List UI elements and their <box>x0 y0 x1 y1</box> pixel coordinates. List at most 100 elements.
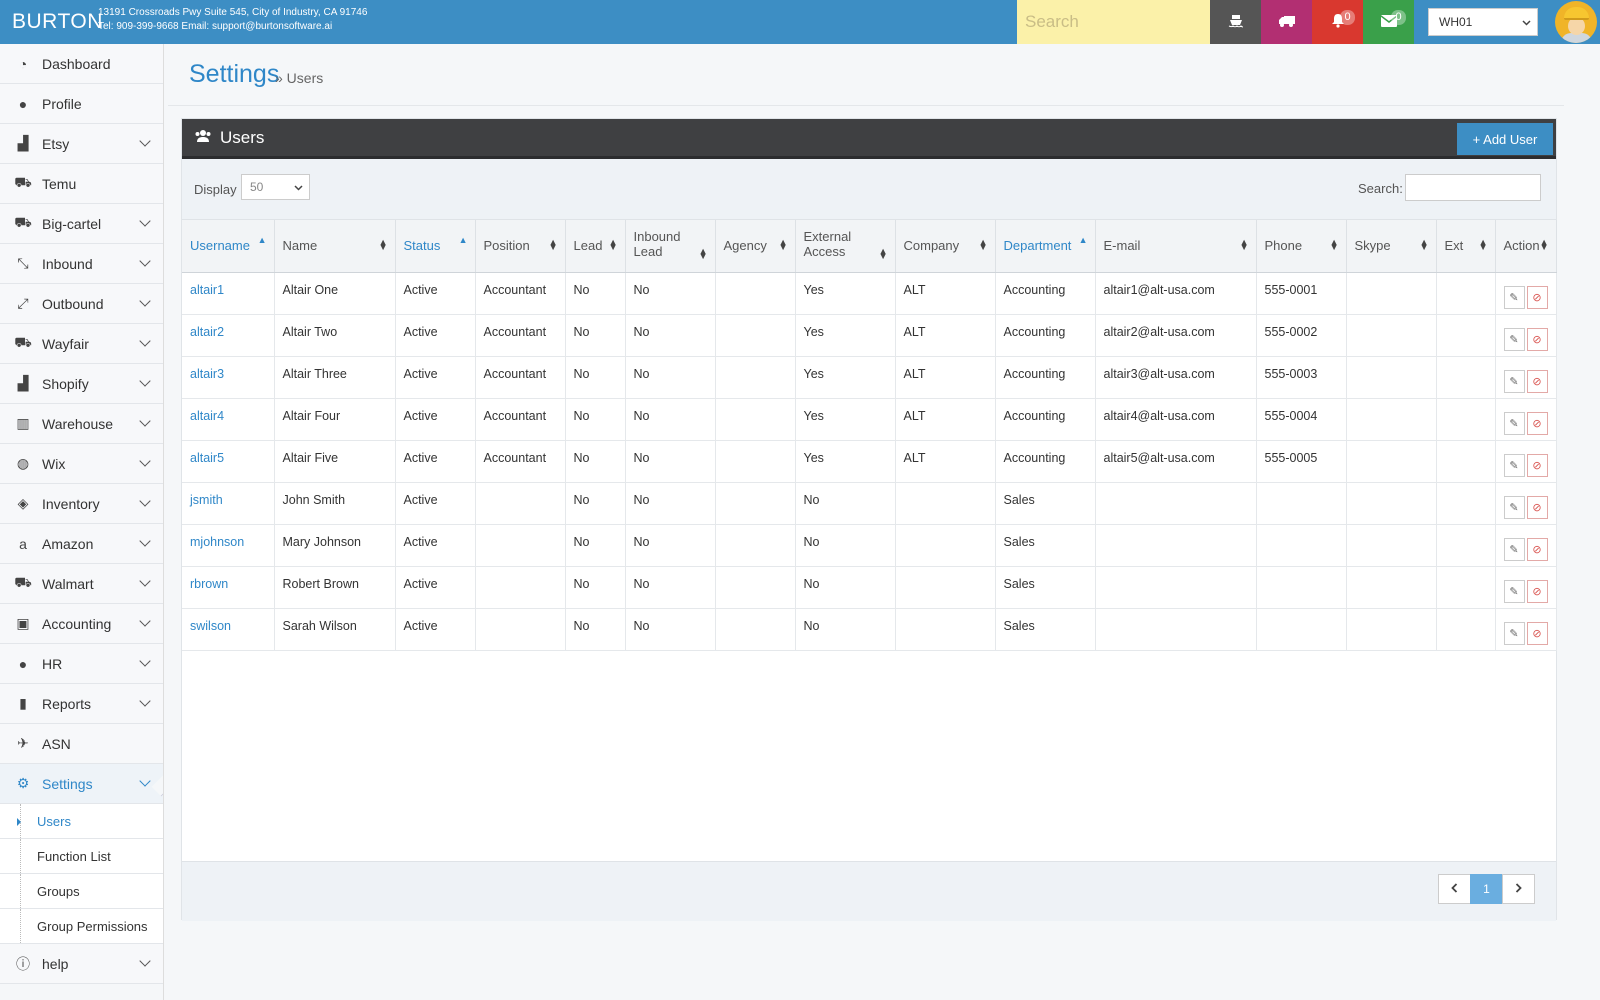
sidebar-item-inventory[interactable]: ◈ Inventory <box>0 484 163 524</box>
cell-username[interactable]: altair2 <box>182 314 275 357</box>
column-header-status[interactable]: Status ▲ <box>395 220 476 273</box>
sidebar-item-reports[interactable]: ▮ Reports <box>0 684 163 724</box>
column-header-agency[interactable]: Agency ▲ ▼ <box>715 220 796 273</box>
cell-inbound-lead: No <box>625 440 716 483</box>
sort-icon: ▲ ▼ <box>1478 237 1488 252</box>
sidebar-item-hr[interactable]: ● HR <box>0 644 163 684</box>
column-header-company[interactable]: Company ▲ ▼ <box>895 220 996 273</box>
sidebar-item-inbound[interactable]: ⤡ Inbound <box>0 244 163 284</box>
cell-email <box>1095 566 1257 609</box>
cell-department: Accounting <box>995 398 1096 441</box>
sidebar-item-dashboard[interactable]: ◔ Dashboard <box>0 44 163 84</box>
disable-button[interactable]: ⊘ <box>1526 579 1548 603</box>
global-search-input[interactable] <box>1025 12 1210 32</box>
disable-button[interactable]: ⊘ <box>1526 495 1548 519</box>
global-search[interactable] <box>1017 0 1210 44</box>
edit-button[interactable]: ✎ <box>1503 327 1525 351</box>
edit-button[interactable]: ✎ <box>1503 285 1525 309</box>
column-header-phone[interactable]: Phone ▲ ▼ <box>1256 220 1347 273</box>
cell-username[interactable]: altair5 <box>182 440 275 483</box>
column-header-ext[interactable]: Ext ▲ ▼ <box>1436 220 1496 273</box>
cell-username[interactable]: rbrown <box>182 566 275 609</box>
disable-button[interactable]: ⊘ <box>1526 537 1548 561</box>
sidebar-item-asn[interactable]: ✈ ASN <box>0 724 163 764</box>
disable-button[interactable]: ⊘ <box>1526 327 1548 351</box>
cell-username[interactable]: altair1 <box>182 272 275 315</box>
sidebar-item-wix[interactable]: ◍ Wix <box>0 444 163 484</box>
column-header-action[interactable]: Action ▲ ▼ <box>1495 220 1557 273</box>
sidebar-item-wayfair[interactable]: ⛟ Wayfair <box>0 324 163 364</box>
prev-page-button[interactable] <box>1438 874 1471 904</box>
cell-position: Accountant <box>475 398 566 441</box>
warehouse-select[interactable]: WH01 <box>1428 8 1538 36</box>
edit-button[interactable]: ✎ <box>1503 537 1525 561</box>
edit-button[interactable]: ✎ <box>1503 411 1525 435</box>
sidebar-item-label: ASN <box>42 735 71 752</box>
column-header-username[interactable]: Username ▲ <box>182 220 275 273</box>
next-page-button[interactable] <box>1502 874 1535 904</box>
messages-button[interactable]: 0 <box>1363 0 1414 44</box>
table-footer: 1 <box>182 861 1556 921</box>
sidebar-item-warehouse[interactable]: ▥ Warehouse <box>0 404 163 444</box>
column-header-external-access[interactable]: External Access ▲ ▼ <box>795 220 896 273</box>
sidebar-item-label: Inventory <box>42 495 100 512</box>
edit-button[interactable]: ✎ <box>1503 621 1525 645</box>
sidebar-item-temu[interactable]: ⛟ Temu <box>0 164 163 204</box>
brand-logo[interactable]: BURTON <box>12 10 103 33</box>
cell-name: Altair One <box>274 272 396 315</box>
column-header-name[interactable]: Name ▲ ▼ <box>274 220 396 273</box>
column-header-lead[interactable]: Lead ▲ ▼ <box>565 220 626 273</box>
table-search-input[interactable] <box>1405 174 1541 201</box>
chevron-down-icon <box>139 375 151 387</box>
add-user-button[interactable]: + Add User <box>1457 123 1553 155</box>
notifications-button[interactable]: 0 <box>1312 0 1363 44</box>
disable-button[interactable]: ⊘ <box>1526 369 1548 393</box>
sidebar-item-walmart[interactable]: ⛟ Walmart <box>0 564 163 604</box>
sidebar-item-etsy[interactable]: ▟ Etsy <box>0 124 163 164</box>
disable-button[interactable]: ⊘ <box>1526 621 1548 645</box>
disable-button[interactable]: ⊘ <box>1526 453 1548 477</box>
sidebar-item-settings[interactable]: ⚙ Settings <box>0 764 163 804</box>
edit-button[interactable]: ✎ <box>1503 579 1525 603</box>
cell-username[interactable]: altair3 <box>182 356 275 399</box>
column-header-department[interactable]: Department ▲ <box>995 220 1096 273</box>
notifications-badge: 0 <box>1340 10 1355 25</box>
column-header-position[interactable]: Position ▲ ▼ <box>475 220 566 273</box>
sidebar-item-shopify[interactable]: ▟ Shopify <box>0 364 163 404</box>
sidebar-subitem-function-list[interactable]: Function List <box>0 839 163 874</box>
cell-company <box>895 524 996 567</box>
cart-icon: ⛟ <box>14 334 32 350</box>
sidebar-subitem-groups[interactable]: Groups <box>0 874 163 909</box>
cell-inbound-lead: No <box>625 272 716 315</box>
ship-button[interactable] <box>1210 0 1261 44</box>
cell-username[interactable]: mjohnson <box>182 524 275 567</box>
truck-button[interactable] <box>1261 0 1312 44</box>
sidebar-item-label: help <box>42 955 69 972</box>
cell-username[interactable]: jsmith <box>182 482 275 525</box>
edit-button[interactable]: ✎ <box>1503 453 1525 477</box>
sidebar-item-big-cartel[interactable]: ⛟ Big-cartel <box>0 204 163 244</box>
cell-username[interactable]: swilson <box>182 608 275 651</box>
sidebar-item-profile[interactable]: ● Profile <box>0 84 163 124</box>
cell-name: Altair Four <box>274 398 396 441</box>
edit-button[interactable]: ✎ <box>1503 369 1525 393</box>
sort-icon: ▲ ▼ <box>378 237 388 252</box>
sidebar-item-help[interactable]: ⓘ help <box>0 944 163 984</box>
column-header-email[interactable]: E-mail ▲ ▼ <box>1095 220 1257 273</box>
column-header-skype[interactable]: Skype ▲ ▼ <box>1346 220 1437 273</box>
sidebar-item-accounting[interactable]: ▣ Accounting <box>0 604 163 644</box>
messages-badge: 0 <box>1391 10 1406 25</box>
page-size-select[interactable]: 50 <box>241 174 310 200</box>
disable-button[interactable]: ⊘ <box>1526 285 1548 309</box>
page-number-button[interactable]: 1 <box>1470 874 1503 904</box>
disable-button[interactable]: ⊘ <box>1526 411 1548 435</box>
sidebar-item-outbound[interactable]: ⤢ Outbound <box>0 284 163 324</box>
shopping-bag-icon: ▟ <box>17 375 29 391</box>
cell-username[interactable]: altair4 <box>182 398 275 441</box>
edit-button[interactable]: ✎ <box>1503 495 1525 519</box>
sidebar-item-amazon[interactable]: a Amazon <box>0 524 163 564</box>
column-header-inbound-lead[interactable]: Inbound Lead ▲ ▼ <box>625 220 716 273</box>
user-avatar[interactable] <box>1552 0 1600 44</box>
sidebar-subitem-group-permissions[interactable]: Group Permissions <box>0 909 163 944</box>
sidebar-subitem-users[interactable]: Users <box>0 804 163 839</box>
